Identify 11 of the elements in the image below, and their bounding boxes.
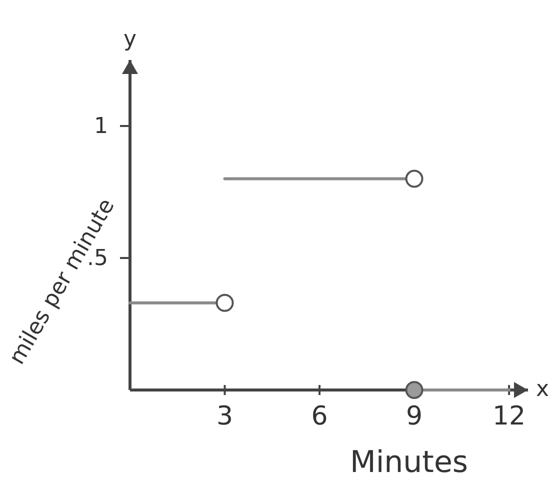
x-tick-label: 12 [492,401,526,432]
x-tick-label: 3 [216,401,234,432]
x-tick-label: 9 [406,401,423,432]
point [405,170,424,188]
text: y [123,27,137,52]
y-tick-label: 1 [94,114,108,140]
x-tick-label: 6 [311,401,328,432]
point [216,294,234,312]
text: x [536,377,550,402]
x-axis-title: Minutes [350,445,468,480]
point [405,381,424,399]
